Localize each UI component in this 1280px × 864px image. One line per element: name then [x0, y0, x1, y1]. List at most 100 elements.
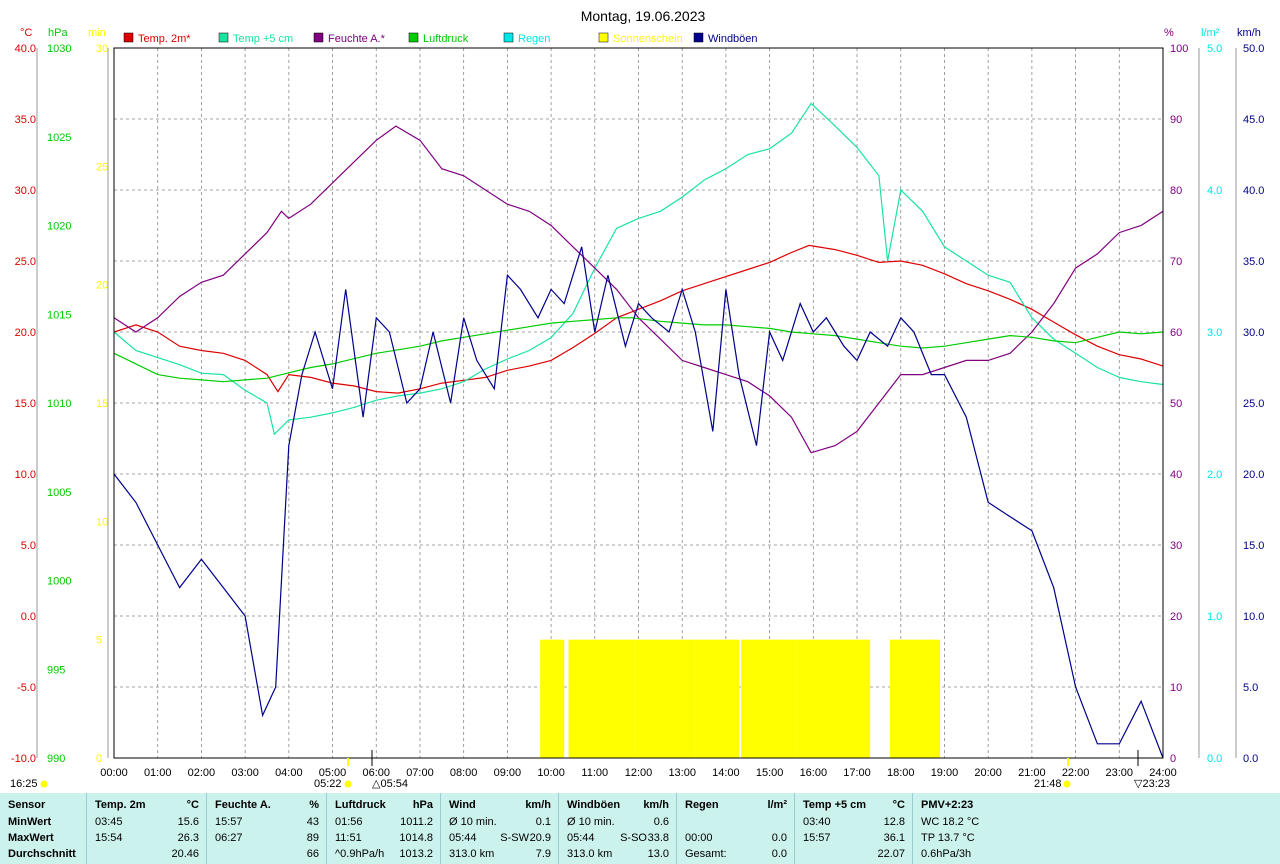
feuchte-value: 43: [306, 816, 319, 828]
legend: Temp. 2m* Temp +5 cm Feuchte A.* Luftdruck R…: [123, 32, 758, 45]
astro-events: 16:25 05:22 △05:54 21:48 ▽23:23: [10, 750, 1170, 790]
sun-tick-label: 25: [96, 161, 108, 173]
regen-time: Gesamt:: [685, 848, 727, 860]
rain-tick-label: 0.0: [1207, 753, 1222, 765]
wind-column: Wind km/h Ø 10 min. 0.1 05:44 S-SW 20.9 313.0 k…: [440, 793, 559, 864]
humidity-tick-label: 20: [1170, 611, 1182, 623]
regen-time: 00:00: [685, 832, 713, 844]
sunshine-bar: [889, 639, 941, 758]
temp-tick-label: -10.0: [11, 753, 36, 765]
legend-label: Sonnenschein: [613, 33, 683, 45]
time-tick-label: 20:00: [974, 767, 1002, 779]
humidity-axis-unit: %: [1164, 27, 1174, 39]
moonset-time: ▽23:23: [1134, 778, 1170, 790]
temp-tick-label: 25.0: [15, 256, 36, 268]
humidity-tick-label: 60: [1170, 327, 1182, 339]
moon-icon: [40, 780, 48, 788]
regen-value: 0.0: [771, 832, 787, 844]
boeen-value: 0.6: [653, 816, 669, 828]
sunshine-bar: [634, 639, 696, 758]
time-tick-label: 00:00: [100, 767, 128, 779]
temp2m-value: 26.3: [177, 832, 199, 844]
boeen-time: 05:44: [567, 832, 595, 844]
wind-tick-label: 30.0: [1243, 327, 1264, 339]
row-label: Durchschnitt: [8, 848, 76, 860]
sun-tick-label: 20: [96, 280, 108, 292]
temp2m-value: 15.6: [177, 816, 199, 828]
time-tick-label: 19:00: [931, 767, 959, 779]
sunshine-bar: [741, 639, 796, 758]
temp5-header: Temp +5 cm: [803, 799, 867, 811]
legend-swatch: [408, 32, 419, 43]
feuchte-value: 89: [306, 832, 319, 844]
pressure-tick-label: 1025: [47, 132, 71, 144]
temp-tick-label: 15.0: [15, 398, 36, 410]
wind-axis-unit: km/h: [1237, 27, 1261, 39]
feuchte-time: 15:57: [215, 816, 243, 828]
sun-tick-label: 15: [96, 398, 108, 410]
pmv-value: 0.6hPa/3h: [921, 848, 972, 860]
time-tick-label: 15:00: [756, 767, 784, 779]
regen-unit: l/m²: [767, 799, 787, 811]
pressure-axis-unit: hPa: [48, 27, 68, 39]
right-axes: % l/m² km/h10090807060504030201005.04.03.0…: [1164, 27, 1264, 765]
temp-tick-label: 40.0: [15, 43, 36, 55]
wind-tick-label: 45.0: [1243, 114, 1264, 126]
wind-tick-label: 0.0: [1243, 753, 1258, 765]
rain-tick-label: 1.0: [1207, 611, 1222, 623]
sun-tick-label: 30: [96, 43, 108, 55]
series-line: [113, 102, 1164, 436]
sunrise-time: 05:22: [314, 778, 342, 790]
time-tick-label: 16:00: [800, 767, 828, 779]
time-tick-label: 02:00: [188, 767, 216, 779]
boeen-time: 313.0 km: [567, 848, 613, 860]
pressure-tick-label: 995: [47, 664, 65, 676]
sensor-header: Sensor: [8, 799, 46, 811]
luftdruck-header: Luftdruck: [335, 799, 386, 811]
sunshine-bars: [540, 639, 941, 758]
wind-tick-label: 40.0: [1243, 185, 1264, 197]
time-tick-label: 09:00: [494, 767, 522, 779]
humidity-tick-label: 0: [1170, 753, 1176, 765]
feuchte-unit: %: [309, 799, 319, 811]
humidity-tick-label: 80: [1170, 185, 1182, 197]
transit-time: △05:54: [372, 778, 408, 790]
boeen-header: Windböen: [567, 799, 621, 811]
sunset-time: 21:48: [1034, 778, 1062, 790]
pressure-tick-label: 1010: [47, 398, 71, 410]
wind-time: 313.0 km: [449, 848, 495, 860]
rain-tick-label: 3.0: [1207, 327, 1222, 339]
luftdruck-value: 1011.2: [400, 816, 433, 828]
sun-tick-label: 0: [96, 753, 102, 765]
wind-tick-label: 35.0: [1243, 256, 1264, 268]
time-tick-label: 01:00: [144, 767, 172, 779]
legend-label: Temp +5 cm: [233, 33, 293, 45]
legend-label: Regen: [518, 33, 550, 45]
pmv-column: PMV+2:23 WC 18.2 °C TP 13.7 °C 0.6hPa/3h: [912, 793, 1280, 864]
wind-time: 05:44: [449, 832, 477, 844]
temp-tick-label: 10.0: [15, 469, 36, 481]
chart-title: Montag, 19.06.2023: [581, 8, 706, 24]
time-tick-label: 04:00: [275, 767, 303, 779]
sun-icon: [344, 780, 352, 788]
sun-axis-unit: min: [88, 27, 106, 39]
time-tick-label: 10:00: [537, 767, 565, 779]
wind-value: 20.9: [529, 832, 551, 844]
time-tick-label: 08:00: [450, 767, 478, 779]
wind-value: 0.1: [535, 816, 551, 828]
time-tick-label: 22:00: [1062, 767, 1090, 779]
boeen-unit: km/h: [643, 799, 669, 811]
rain-tick-label: 2.0: [1207, 469, 1222, 481]
row-label: MaxWert: [8, 832, 54, 844]
temp5-time: 03:40: [803, 816, 831, 828]
pressure-tick-label: 1015: [47, 309, 71, 321]
wind-tick-label: 20.0: [1243, 469, 1264, 481]
rain-tick-label: 4.0: [1207, 185, 1222, 197]
series-lines: [113, 102, 1164, 759]
time-tick-label: 07:00: [406, 767, 434, 779]
temp5-value: 12.8: [883, 816, 905, 828]
time-tick-label: 12:00: [625, 767, 653, 779]
time-tick-label: 24:00: [1149, 767, 1177, 779]
legend-swatch: [598, 32, 609, 43]
series-line: [113, 125, 1164, 454]
